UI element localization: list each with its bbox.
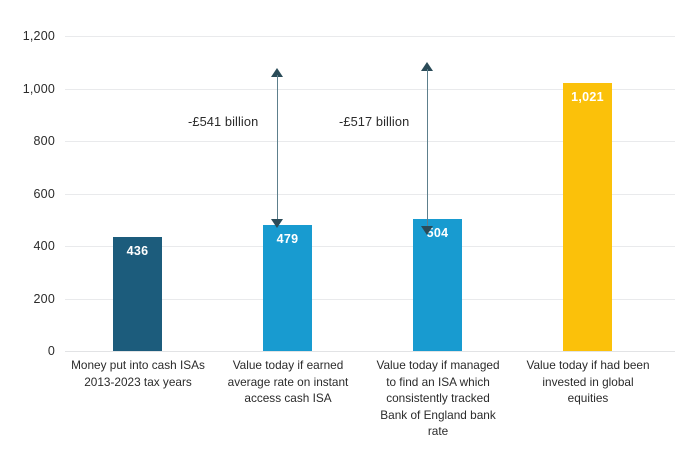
category-label-line: rate bbox=[427, 424, 449, 438]
gridline-200 bbox=[65, 298, 675, 300]
y-axis-tick-1000: 1,000 bbox=[22, 81, 55, 96]
category-label-line: consistently tracked bbox=[386, 391, 490, 405]
annotation-label-517: -£517 billion bbox=[339, 114, 410, 129]
category-label-boe-tracker-isa: Value today if managed to find an ISA wh… bbox=[354, 357, 522, 440]
arrow-head-down-icon bbox=[271, 219, 283, 228]
plot-area: 1,200 1,000 800 600 400 200 0 436 479 50… bbox=[23, 29, 675, 358]
bar-value-label: 479 bbox=[276, 232, 299, 247]
category-label-line: 2013-2023 tax years bbox=[84, 374, 192, 389]
arrow-head-up-icon bbox=[421, 62, 433, 71]
gridline-800 bbox=[65, 141, 675, 142]
arrow-shaft bbox=[277, 75, 278, 221]
bar-average-rate-instant-access[interactable]: 479 bbox=[263, 225, 312, 351]
category-label-line: Bank of England bank bbox=[380, 407, 496, 422]
axis-baseline bbox=[65, 351, 675, 352]
y-axis-tick-600: 600 bbox=[33, 186, 55, 201]
annotation-arrow-541 bbox=[271, 68, 284, 228]
gridline-1000 bbox=[65, 88, 675, 90]
y-axis-tick-800: 800 bbox=[33, 134, 55, 148]
bar-value-label: 1,021 bbox=[571, 90, 604, 104]
bar-value-label: 436 bbox=[126, 243, 149, 258]
category-label-line: average rate on instant bbox=[227, 374, 349, 389]
arrow-shaft bbox=[427, 69, 428, 228]
category-label-line: to find an ISA which bbox=[386, 374, 490, 389]
y-axis-tick-200: 200 bbox=[33, 291, 55, 306]
gridline-1200 bbox=[65, 36, 675, 37]
gridline-400 bbox=[65, 246, 675, 247]
category-label-line: Value today if managed bbox=[376, 358, 500, 372]
category-label-line: Value today if earned bbox=[232, 358, 344, 372]
category-label-line: equities bbox=[567, 391, 609, 405]
category-label-line: invested in global bbox=[542, 374, 634, 389]
category-label-line: Money put into cash ISAs bbox=[71, 358, 205, 372]
bar-boe-tracker-isa[interactable]: 504 bbox=[413, 218, 462, 351]
arrow-head-up-icon bbox=[271, 68, 283, 77]
arrow-head-down-icon bbox=[421, 226, 433, 235]
category-label-line: access cash ISA bbox=[244, 391, 332, 405]
y-axis-tick-0: 0 bbox=[47, 344, 55, 358]
category-label-money-put-into-cash-isas: Money put into cash ISAs 2013-2023 tax y… bbox=[54, 357, 222, 390]
category-label-line: Value today if had been bbox=[526, 358, 650, 372]
bar-global-equities[interactable]: 1,021 bbox=[563, 83, 612, 351]
category-label-global-equities: Value today if had been invested in glob… bbox=[504, 357, 672, 407]
y-axis-tick-400: 400 bbox=[33, 239, 55, 253]
gridline-600 bbox=[65, 193, 675, 195]
category-label-average-rate-instant-access: Value today if earned average rate on in… bbox=[204, 357, 372, 407]
annotation-label-541: -£541 billion bbox=[188, 114, 259, 129]
annotation-arrow-517 bbox=[421, 62, 434, 235]
bar-money-put-into-cash-isas[interactable]: 436 bbox=[113, 236, 162, 351]
y-axis-tick-1200: 1,200 bbox=[22, 29, 55, 43]
